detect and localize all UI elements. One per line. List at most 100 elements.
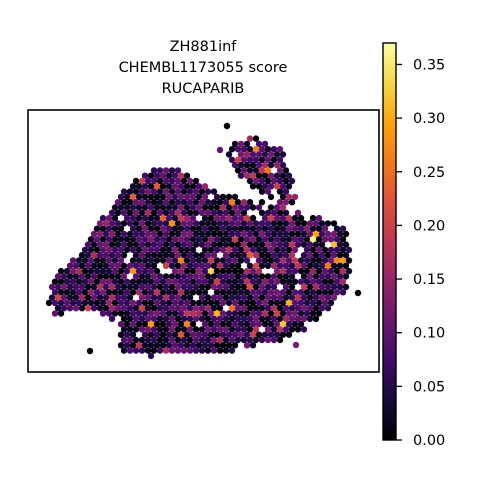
spot-point — [237, 214, 245, 222]
spot-point — [192, 230, 200, 238]
spot-point — [57, 278, 65, 285]
spot-point — [147, 299, 155, 307]
spot-point — [318, 305, 326, 312]
spot-point — [204, 347, 212, 354]
spot-point — [162, 336, 170, 344]
spot-point — [93, 225, 101, 232]
spot-point — [225, 289, 233, 296]
spot-point — [96, 262, 104, 269]
spot-point — [219, 331, 227, 338]
spot-point — [219, 289, 227, 296]
spot-point — [117, 289, 125, 296]
spot-point — [297, 225, 305, 232]
spot-point — [324, 294, 332, 301]
spot-point — [120, 283, 128, 291]
spot-point — [156, 199, 164, 206]
spot-point — [165, 310, 173, 317]
colorbar-gradient — [382, 42, 397, 441]
spot-point — [309, 257, 317, 264]
spot-point — [255, 320, 263, 328]
spot-point — [120, 252, 128, 259]
spot-point — [258, 294, 266, 301]
spot-point — [285, 183, 293, 190]
spot-point — [282, 188, 290, 195]
spot-point — [180, 283, 188, 291]
spot-point — [204, 241, 212, 248]
spot-point — [141, 320, 149, 328]
spot-point — [201, 342, 209, 349]
spot-point — [249, 278, 257, 285]
spot-point — [105, 236, 113, 243]
spot-point — [60, 294, 68, 301]
spot-point — [204, 294, 212, 301]
spot-point — [282, 220, 290, 227]
spot-point — [180, 315, 188, 322]
spot-point — [174, 167, 182, 174]
spot-point — [243, 236, 251, 243]
spot-point — [213, 246, 221, 254]
spot-point — [162, 294, 170, 301]
spot-point — [168, 347, 176, 354]
spot-point — [177, 299, 185, 307]
spot-point — [66, 273, 74, 280]
spot-point — [225, 236, 233, 243]
spot-point — [198, 199, 206, 206]
spot-point — [138, 305, 146, 312]
spot-point — [165, 246, 173, 254]
spot-point — [165, 172, 173, 179]
spot-point — [246, 156, 254, 163]
spot-point — [306, 230, 314, 238]
spot-point — [201, 257, 209, 264]
spot-point — [183, 172, 191, 179]
spot-point — [336, 262, 344, 269]
spot-point — [138, 252, 146, 259]
spot-point — [231, 289, 239, 296]
spot-point — [186, 273, 194, 280]
spot-point — [168, 199, 176, 206]
spot-point — [153, 204, 161, 211]
spot-point — [108, 283, 116, 291]
spot-point — [186, 230, 194, 238]
spot-point — [210, 199, 218, 206]
spot-point — [297, 267, 305, 275]
spot-point — [165, 278, 173, 285]
spot-point — [345, 267, 353, 275]
spot-point — [207, 236, 215, 243]
spot-point — [273, 161, 281, 169]
spot-point — [222, 262, 230, 269]
spot-point — [192, 273, 200, 280]
spot-point — [108, 241, 116, 248]
spot-point — [261, 310, 269, 317]
spot-point — [156, 315, 164, 322]
spot-point — [276, 156, 284, 163]
spot-point — [339, 278, 347, 285]
spot-point — [225, 331, 233, 338]
spot-point — [246, 283, 254, 291]
spot-point — [216, 230, 224, 238]
spot-point — [237, 161, 245, 169]
spot-point — [168, 283, 176, 291]
spot-point — [231, 267, 239, 275]
spot-point — [306, 294, 314, 301]
spot-point — [321, 278, 329, 285]
spot-point — [333, 257, 341, 264]
spot-point — [111, 310, 119, 317]
spot-point — [282, 283, 290, 291]
spot-point — [264, 315, 272, 322]
spot-point — [243, 161, 251, 169]
spot-point — [303, 278, 311, 285]
spot-point — [318, 283, 326, 291]
spot-point — [96, 305, 104, 312]
spot-point — [159, 310, 167, 317]
spot-point — [72, 262, 80, 269]
spot-point — [258, 230, 266, 238]
spot-point — [144, 283, 152, 291]
spot-point — [246, 315, 254, 322]
spot-point — [162, 209, 170, 216]
spot-point — [303, 225, 311, 232]
spot-point — [279, 151, 287, 158]
colorbar-tick-label: 0.00 — [413, 433, 445, 449]
spot-point — [195, 331, 203, 338]
spot-point — [294, 220, 302, 227]
spot-point — [141, 246, 149, 254]
